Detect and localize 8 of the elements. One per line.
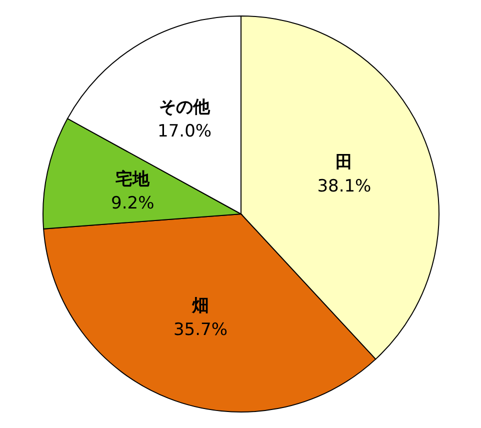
slice-label: 畑 <box>191 296 210 316</box>
slice-label: 宅地 <box>116 169 151 190</box>
data-label: 9.2% <box>111 193 154 214</box>
data-label: 17.0% <box>158 122 212 142</box>
slice-label: 田 <box>336 152 353 173</box>
data-label: 38.1% <box>317 176 372 197</box>
data-label: 35.7% <box>174 320 228 340</box>
slice-label: その他 <box>159 98 212 118</box>
